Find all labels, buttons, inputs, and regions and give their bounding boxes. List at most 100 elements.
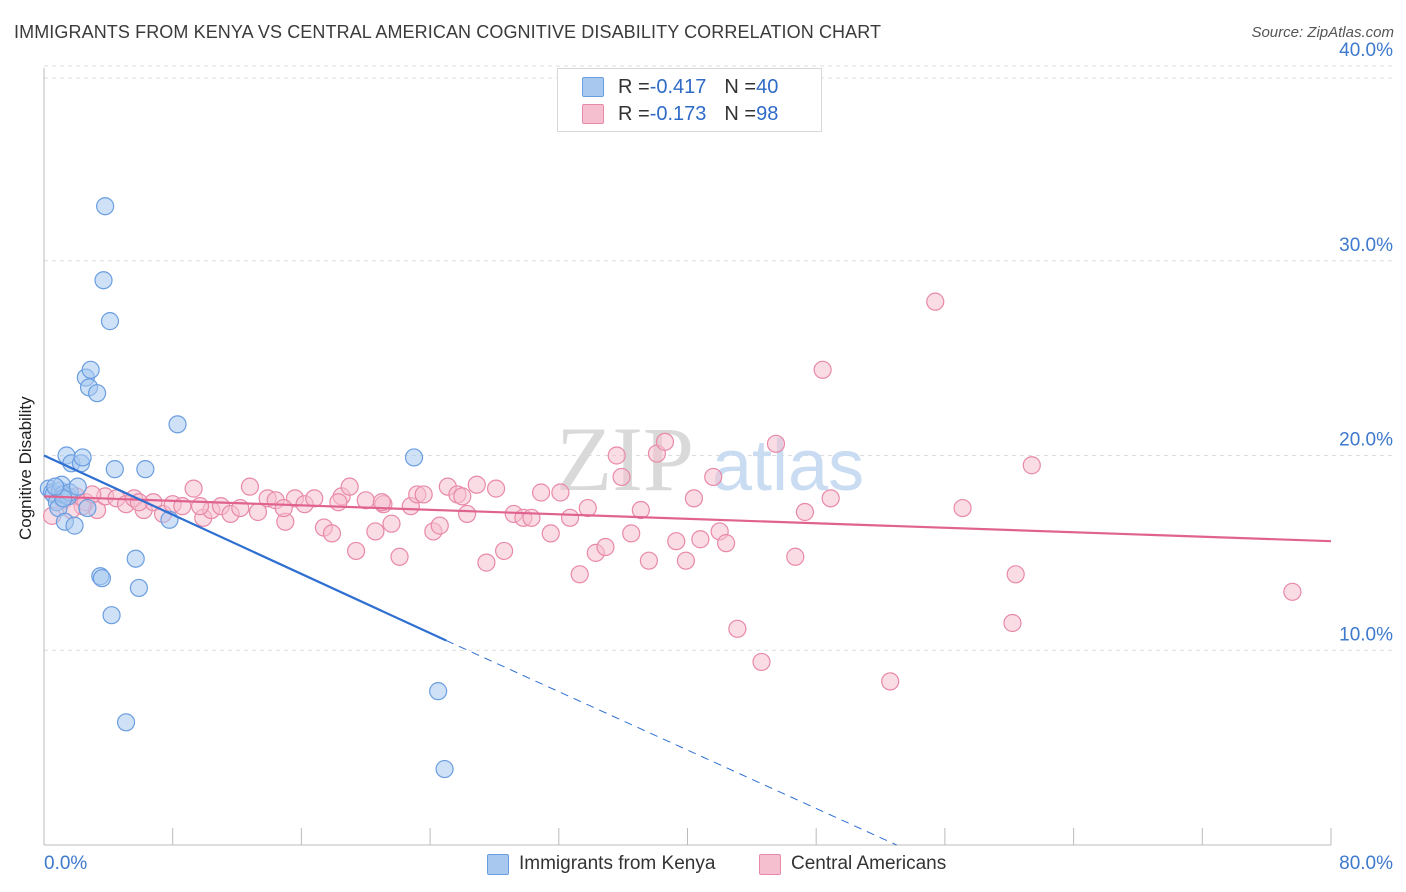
central-point <box>766 434 786 453</box>
central-point <box>622 524 641 543</box>
central-point <box>953 498 972 518</box>
central-point <box>607 446 626 465</box>
legend-stats: R = -0.417 N = 40 R = -0.173 N = 98 <box>557 68 822 132</box>
central-point <box>639 551 658 570</box>
y-tick-label: 30.0% <box>1339 235 1393 256</box>
central-point <box>570 565 589 584</box>
central-point <box>1022 456 1041 475</box>
y-tick-label: 40.0% <box>1339 40 1393 61</box>
tick-labels: 10.0% 20.0% 30.0% 40.0% 0.0% 80.0% <box>44 40 1393 874</box>
legend-r-value: -0.417 <box>649 75 707 98</box>
central-point <box>274 498 293 518</box>
central-point <box>329 493 348 512</box>
kenya-point <box>429 682 448 701</box>
central-point <box>477 553 496 572</box>
central-point <box>881 672 900 691</box>
kenya-point <box>92 569 112 588</box>
kenya-point <box>126 549 145 568</box>
central-point <box>372 493 391 512</box>
central-point <box>382 514 401 533</box>
watermark: ZIP atlas <box>556 408 864 510</box>
central-point <box>578 498 597 518</box>
gridlines <box>44 65 1392 651</box>
trend-lines <box>43 454 1332 846</box>
kenya-point <box>136 460 155 479</box>
legend-n-value: 40 <box>756 75 779 98</box>
legend-n-label: N = <box>724 102 757 125</box>
source-label: Source: ZipAtlas.com <box>1251 24 1394 41</box>
kenya-point <box>46 477 65 496</box>
central-point <box>631 500 650 520</box>
kenya-point <box>404 448 424 467</box>
kenya-point <box>116 713 136 732</box>
kenya-point <box>102 606 121 625</box>
central-point <box>430 516 449 535</box>
central-point <box>522 508 541 527</box>
kenya-point <box>105 460 124 479</box>
kenya-point <box>96 197 115 216</box>
central-point <box>551 483 570 502</box>
central-point <box>728 619 747 638</box>
central-point <box>305 489 324 508</box>
y-tick-label: 20.0% <box>1339 430 1393 451</box>
y-axis-label: Cognitive Disability <box>16 396 35 540</box>
bottom-legend-central: Central Americans <box>759 851 946 877</box>
central-point <box>346 541 366 561</box>
kenya-point <box>73 448 92 467</box>
central-point <box>655 432 675 451</box>
chart-title: IMMIGRANTS FROM KENYA VS CENTRAL AMERICA… <box>14 22 882 42</box>
kenya-point <box>78 498 97 518</box>
central-point <box>667 532 686 551</box>
central-trend-line <box>43 495 1332 543</box>
legend-r-value: -0.173 <box>649 102 707 125</box>
central-point <box>390 547 409 566</box>
central-point <box>366 522 385 541</box>
central-point <box>821 489 840 508</box>
kenya-point <box>435 759 454 779</box>
legend-r-label: R = <box>618 75 650 98</box>
central-point <box>356 491 375 510</box>
central-point <box>795 502 815 522</box>
central-point <box>1283 582 1302 601</box>
kenya-trend-extension <box>445 640 897 846</box>
central-point <box>676 551 695 570</box>
legend-n-value: 98 <box>756 102 779 125</box>
central-point <box>560 508 580 527</box>
central-point <box>486 479 506 498</box>
kenya-point <box>168 415 187 434</box>
central-point <box>467 475 486 494</box>
central-point <box>813 360 832 379</box>
central-point <box>495 541 514 561</box>
kenya-point <box>94 271 113 290</box>
y-tick-label: 10.0% <box>1339 624 1393 645</box>
legend-row-kenya: R = -0.417 N = 40 <box>582 75 778 99</box>
central-point <box>184 479 203 498</box>
kenya-point <box>65 516 84 535</box>
kenya-point <box>129 578 149 598</box>
central-point <box>190 497 210 516</box>
legend-swatch-kenya <box>582 77 604 97</box>
kenya-point <box>68 477 87 496</box>
central-point <box>704 467 723 487</box>
kenya-point <box>87 384 107 403</box>
legend-label-central: Central Americans <box>791 853 947 874</box>
central-point <box>612 467 631 487</box>
central-point <box>684 489 704 508</box>
central-point <box>532 483 551 502</box>
central-point <box>786 547 805 566</box>
legend-swatch-central <box>759 853 781 875</box>
legend-swatch-kenya <box>487 853 509 875</box>
bottom-legend-kenya: Immigrants from Kenya <box>487 851 715 877</box>
legend-swatch-central <box>582 104 604 124</box>
kenya-point <box>81 360 100 379</box>
central-point <box>541 524 560 543</box>
legend-label-kenya: Immigrants from Kenya <box>519 853 716 874</box>
central-point <box>340 477 359 496</box>
central-point <box>691 530 710 549</box>
central-point <box>322 524 342 543</box>
central-point <box>458 504 477 524</box>
x-tick-label: 80.0% <box>1339 853 1393 874</box>
legend-n-label: N = <box>724 75 757 98</box>
central-point <box>752 652 771 672</box>
